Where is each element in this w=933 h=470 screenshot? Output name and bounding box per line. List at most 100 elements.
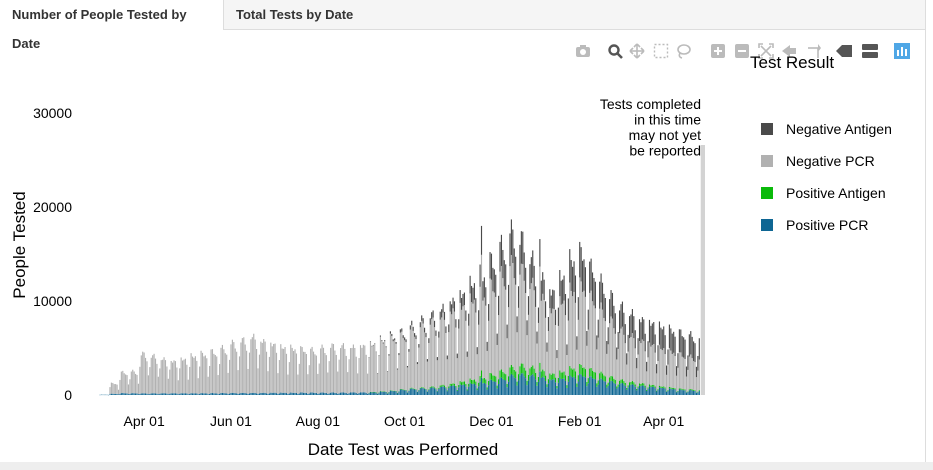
bar-segment-negative-antigen[interactable] — [574, 275, 577, 303]
bar-segment-negative-antigen[interactable] — [488, 304, 490, 321]
bar-segment-negative-pcr[interactable] — [666, 374, 668, 392]
bar-segment-negative-pcr[interactable] — [337, 371, 339, 394]
bar-segment-positive-pcr[interactable] — [238, 393, 241, 395]
bar-segment-positive-pcr[interactable] — [549, 379, 551, 395]
bar-segment-negative-antigen[interactable] — [428, 338, 430, 343]
bar-segment-negative-pcr[interactable] — [546, 351, 548, 385]
bar-segment-negative-pcr[interactable] — [210, 349, 212, 394]
bar-segment-positive-pcr[interactable] — [332, 392, 335, 395]
bar-segment-negative-pcr[interactable] — [496, 344, 498, 386]
bar-segment-positive-pcr[interactable] — [189, 393, 191, 395]
bar-segment-positive-pcr[interactable] — [277, 394, 279, 395]
bar-segment-positive-antigen[interactable] — [502, 371, 504, 379]
bar-segment-positive-pcr[interactable] — [396, 393, 399, 395]
bar-segment-negative-pcr[interactable] — [533, 290, 535, 369]
bar-segment-negative-pcr[interactable] — [567, 320, 569, 376]
bar-segment-positive-pcr[interactable] — [421, 387, 423, 395]
bar-segment-positive-antigen[interactable] — [439, 385, 441, 388]
bar-segment-negative-antigen[interactable] — [513, 248, 515, 279]
bar-segment-positive-pcr[interactable] — [312, 392, 315, 395]
bar-segment-positive-antigen[interactable] — [552, 373, 554, 380]
bar-segment-negative-pcr[interactable] — [135, 373, 137, 394]
bar-segment-negative-antigen[interactable] — [409, 325, 411, 330]
bar-segment-positive-pcr[interactable] — [451, 386, 453, 395]
bar-segment-negative-pcr[interactable] — [510, 254, 512, 365]
bar-segment-negative-pcr[interactable] — [673, 352, 675, 388]
bar-segment-positive-antigen[interactable] — [610, 375, 612, 381]
bar-segment-positive-pcr[interactable] — [191, 393, 194, 395]
bar-segment-negative-antigen[interactable] — [636, 357, 638, 369]
bar-segment-positive-pcr[interactable] — [439, 387, 441, 395]
bar-segment-negative-antigen[interactable] — [404, 337, 406, 341]
bar-segment-positive-antigen[interactable] — [573, 368, 575, 377]
bar-segment-positive-antigen[interactable] — [556, 385, 558, 389]
bar-segment-negative-antigen[interactable] — [480, 225, 483, 255]
bar-segment-positive-pcr[interactable] — [691, 390, 693, 395]
bar-segment-positive-antigen[interactable] — [577, 375, 579, 382]
bar-segment-positive-pcr[interactable] — [681, 390, 683, 395]
bar-segment-negative-antigen[interactable] — [698, 338, 700, 360]
bar-segment-positive-antigen[interactable] — [576, 383, 578, 387]
bar-segment-positive-pcr[interactable] — [510, 373, 512, 395]
bar-segment-positive-antigen[interactable] — [500, 369, 503, 378]
legend-label-positive-antigen[interactable]: Positive Antigen — [786, 185, 886, 201]
bar-segment-negative-pcr[interactable] — [564, 315, 567, 376]
bar-segment-positive-pcr[interactable] — [530, 375, 532, 395]
bar-segment-negative-antigen[interactable] — [694, 343, 696, 363]
bar-segment-negative-antigen[interactable] — [441, 309, 443, 318]
bar-segment-negative-antigen[interactable] — [601, 282, 604, 310]
bar-segment-positive-antigen[interactable] — [668, 386, 670, 389]
bar-segment-positive-antigen[interactable] — [553, 373, 555, 380]
bar-segment-negative-pcr[interactable] — [688, 356, 690, 390]
bar-segment-negative-antigen[interactable] — [469, 275, 471, 294]
bar-segment-negative-antigen[interactable] — [405, 339, 407, 343]
bar-segment-negative-pcr[interactable] — [516, 332, 518, 382]
bar-segment-positive-pcr[interactable] — [529, 376, 531, 395]
bar-segment-negative-antigen[interactable] — [378, 355, 380, 357]
bar-segment-positive-pcr[interactable] — [164, 393, 167, 395]
bar-segment-positive-antigen[interactable] — [697, 391, 699, 393]
bar-segment-positive-antigen[interactable] — [664, 387, 666, 389]
bar-segment-negative-pcr[interactable] — [231, 339, 233, 393]
bar-segment-negative-pcr[interactable] — [694, 362, 696, 391]
bar-segment-positive-antigen[interactable] — [661, 386, 663, 389]
bar-segment-positive-pcr[interactable] — [291, 392, 293, 395]
bar-segment-negative-pcr[interactable] — [119, 379, 121, 394]
bar-segment-positive-pcr[interactable] — [657, 389, 659, 395]
bar-segment-positive-antigen[interactable] — [572, 369, 574, 378]
bar-segment-negative-pcr[interactable] — [647, 357, 649, 388]
bar-segment-negative-pcr[interactable] — [473, 299, 475, 380]
bar-segment-negative-antigen[interactable] — [680, 329, 682, 353]
bar-segment-positive-antigen[interactable] — [698, 390, 700, 391]
bar-segment-negative-pcr[interactable] — [375, 352, 377, 393]
bar-segment-negative-pcr[interactable] — [154, 358, 157, 394]
bar-segment-negative-pcr[interactable] — [280, 344, 282, 393]
bar-segment-positive-pcr[interactable] — [432, 387, 434, 395]
bar-segment-positive-pcr[interactable] — [127, 394, 130, 395]
bar-segment-positive-pcr[interactable] — [569, 374, 571, 395]
bar-segment-negative-pcr[interactable] — [298, 363, 300, 394]
bar-segment-positive-pcr[interactable] — [674, 389, 676, 395]
bar-segment-negative-pcr[interactable] — [240, 342, 242, 394]
bar-segment-positive-pcr[interactable] — [139, 393, 141, 395]
bar-segment-negative-antigen[interactable] — [519, 244, 521, 275]
bar-segment-positive-pcr[interactable] — [388, 392, 390, 395]
bar-segment-negative-pcr[interactable] — [402, 338, 404, 390]
bar-segment-positive-pcr[interactable] — [684, 390, 686, 395]
bar-segment-positive-pcr[interactable] — [237, 394, 239, 395]
bar-segment-positive-antigen[interactable] — [628, 382, 631, 385]
bar-segment-negative-pcr[interactable] — [644, 351, 646, 386]
bar-segment-positive-pcr[interactable] — [498, 383, 500, 395]
bar-segment-negative-pcr[interactable] — [284, 347, 286, 393]
bar-segment-negative-antigen[interactable] — [502, 249, 504, 279]
bar-segment-negative-antigen[interactable] — [470, 285, 473, 303]
bar-segment-positive-pcr[interactable] — [328, 393, 330, 395]
bar-segment-negative-antigen[interactable] — [419, 322, 421, 328]
bar-segment-negative-pcr[interactable] — [631, 333, 633, 382]
bar-segment-positive-pcr[interactable] — [394, 391, 396, 395]
bar-segment-negative-antigen[interactable] — [536, 331, 538, 344]
bar-segment-positive-pcr[interactable] — [214, 393, 216, 395]
bar-segment-positive-pcr[interactable] — [126, 393, 128, 395]
bar-segment-positive-pcr[interactable] — [143, 393, 145, 395]
bar-segment-positive-pcr[interactable] — [176, 393, 178, 395]
